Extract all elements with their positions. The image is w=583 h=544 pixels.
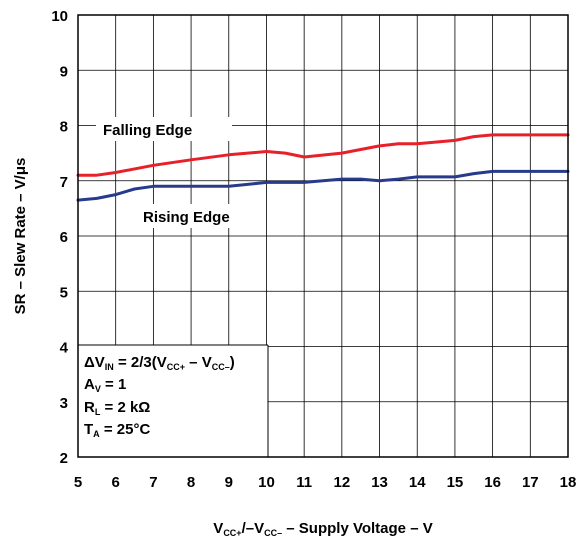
y-tick-label: 10 <box>51 8 68 25</box>
x-tick-label: 10 <box>258 474 275 491</box>
falling-edge-label-bg <box>96 117 232 141</box>
y-tick-label: 6 <box>60 229 68 246</box>
y-tick-label: 7 <box>60 174 68 191</box>
series-line-rising-edge <box>76 169 570 202</box>
condition-temperature: TA = 25°C <box>84 421 150 439</box>
x-tick-label: 15 <box>447 474 464 491</box>
x-tick-label: 6 <box>112 474 120 491</box>
y-tick-label: 4 <box>60 340 69 357</box>
y-tick-label: 9 <box>60 63 68 80</box>
x-tick-label: 5 <box>74 474 82 491</box>
y-tick-label: 8 <box>60 119 68 136</box>
x-tick-label: 16 <box>484 474 501 491</box>
condition-vin: ΔVIN = 2/3(VCC+ – VCC–) <box>84 354 235 372</box>
series-line-falling-edge <box>76 133 570 177</box>
x-tick-label: 13 <box>371 474 388 491</box>
x-tick-label: 9 <box>225 474 233 491</box>
x-tick-label: 12 <box>334 474 351 491</box>
rising-edge-label: Rising Edge <box>143 209 230 226</box>
x-tick-label: 8 <box>187 474 195 491</box>
plot-frame <box>77 14 569 458</box>
x-tick-label: 14 <box>409 474 426 491</box>
y-axis-title: SR – Slew Rate – V/μs <box>12 158 29 315</box>
x-tick-label: 18 <box>560 474 577 491</box>
y-tick-labels: 2 3 4 5 6 7 8 9 10 <box>51 8 68 467</box>
x-tick-label: 11 <box>296 474 312 491</box>
x-axis-title: VCC+/–VCC– – Supply Voltage – V <box>213 520 432 538</box>
y-tick-label: 2 <box>60 450 68 467</box>
x-tick-label: 17 <box>522 474 539 491</box>
x-tick-labels: 5 6 7 8 9 10 11 12 13 14 15 16 17 18 <box>74 474 577 491</box>
condition-gain: AV = 1 <box>84 376 126 394</box>
conditions-box <box>78 345 268 457</box>
series-lines <box>76 133 570 202</box>
condition-load: RL = 2 kΩ <box>84 399 150 417</box>
y-tick-label: 5 <box>60 284 68 301</box>
falling-edge-label: Falling Edge <box>103 122 192 139</box>
rising-edge-label-bg <box>137 204 258 228</box>
x-tick-label: 7 <box>149 474 157 491</box>
y-tick-label: 3 <box>60 395 68 412</box>
